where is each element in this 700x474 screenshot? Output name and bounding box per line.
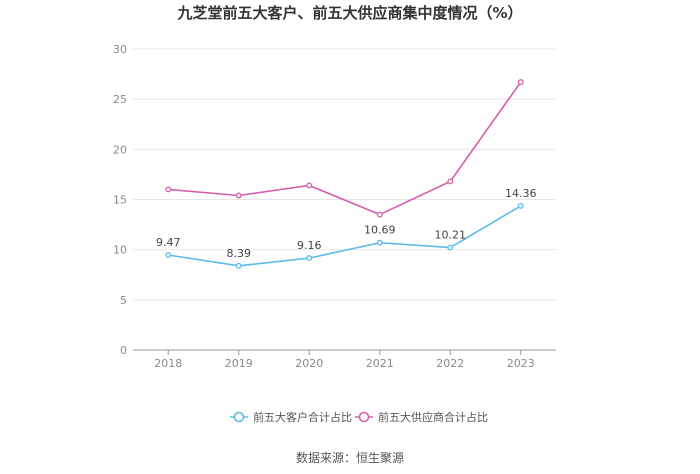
series-layer bbox=[165, 79, 524, 269]
data-point bbox=[517, 79, 524, 86]
grid-lines bbox=[133, 48, 556, 301]
data-point bbox=[447, 244, 454, 251]
data-point bbox=[447, 178, 454, 185]
x-tick-label: 2020 bbox=[295, 357, 323, 370]
data-point bbox=[165, 186, 172, 193]
data-point bbox=[376, 211, 383, 218]
data-label: 10.69 bbox=[364, 224, 396, 237]
data-source: 数据来源：恒生聚源 bbox=[295, 451, 404, 465]
y-tick-label: 30 bbox=[113, 43, 127, 56]
y-tick-label: 20 bbox=[113, 143, 127, 156]
chart-title: 九芝堂前五大客户、前五大供应商集中度情况（%） bbox=[177, 4, 523, 22]
series-line-2 bbox=[168, 81, 522, 216]
legend-marker-1 bbox=[233, 411, 245, 423]
data-point bbox=[306, 255, 313, 262]
data-point bbox=[235, 192, 242, 199]
legend: 前五大客户合计占比 前五大供应商合计占比 bbox=[230, 410, 488, 424]
x-tick-label: 2019 bbox=[225, 357, 253, 370]
x-tick-label: 2022 bbox=[436, 357, 464, 370]
y-tick-label: 0 bbox=[120, 344, 127, 357]
legend-label-1: 前五大客户合计占比 bbox=[253, 410, 352, 424]
y-axis-ticks: 0 5 10 15 20 25 30 bbox=[113, 43, 127, 357]
y-tick-label: 10 bbox=[113, 244, 127, 257]
legend-label-2: 前五大供应商合计占比 bbox=[378, 410, 488, 424]
data-point bbox=[165, 252, 172, 258]
x-axis: 2018 2019 2020 2021 2022 2023 bbox=[133, 349, 556, 370]
x-tick-label: 2021 bbox=[366, 357, 394, 370]
data-point bbox=[235, 262, 242, 269]
series-line-1 bbox=[168, 205, 522, 267]
data-point bbox=[306, 182, 313, 189]
data-label: 10.21 bbox=[435, 229, 467, 242]
x-tick-label: 2018 bbox=[154, 357, 182, 370]
data-label: 8.39 bbox=[227, 247, 252, 260]
y-tick-label: 5 bbox=[120, 294, 127, 307]
data-label: 9.47 bbox=[156, 236, 181, 249]
data-label: 9.16 bbox=[297, 239, 322, 252]
y-tick-label: 15 bbox=[113, 194, 127, 207]
data-point bbox=[376, 239, 383, 246]
data-labels: 9.47 8.39 9.16 10.69 10.21 14.36 bbox=[156, 187, 537, 260]
data-label: 14.36 bbox=[505, 187, 537, 200]
x-tick-label: 2023 bbox=[507, 357, 535, 370]
y-tick-label: 25 bbox=[113, 93, 127, 106]
data-point bbox=[517, 202, 524, 209]
legend-marker-2 bbox=[358, 411, 370, 423]
